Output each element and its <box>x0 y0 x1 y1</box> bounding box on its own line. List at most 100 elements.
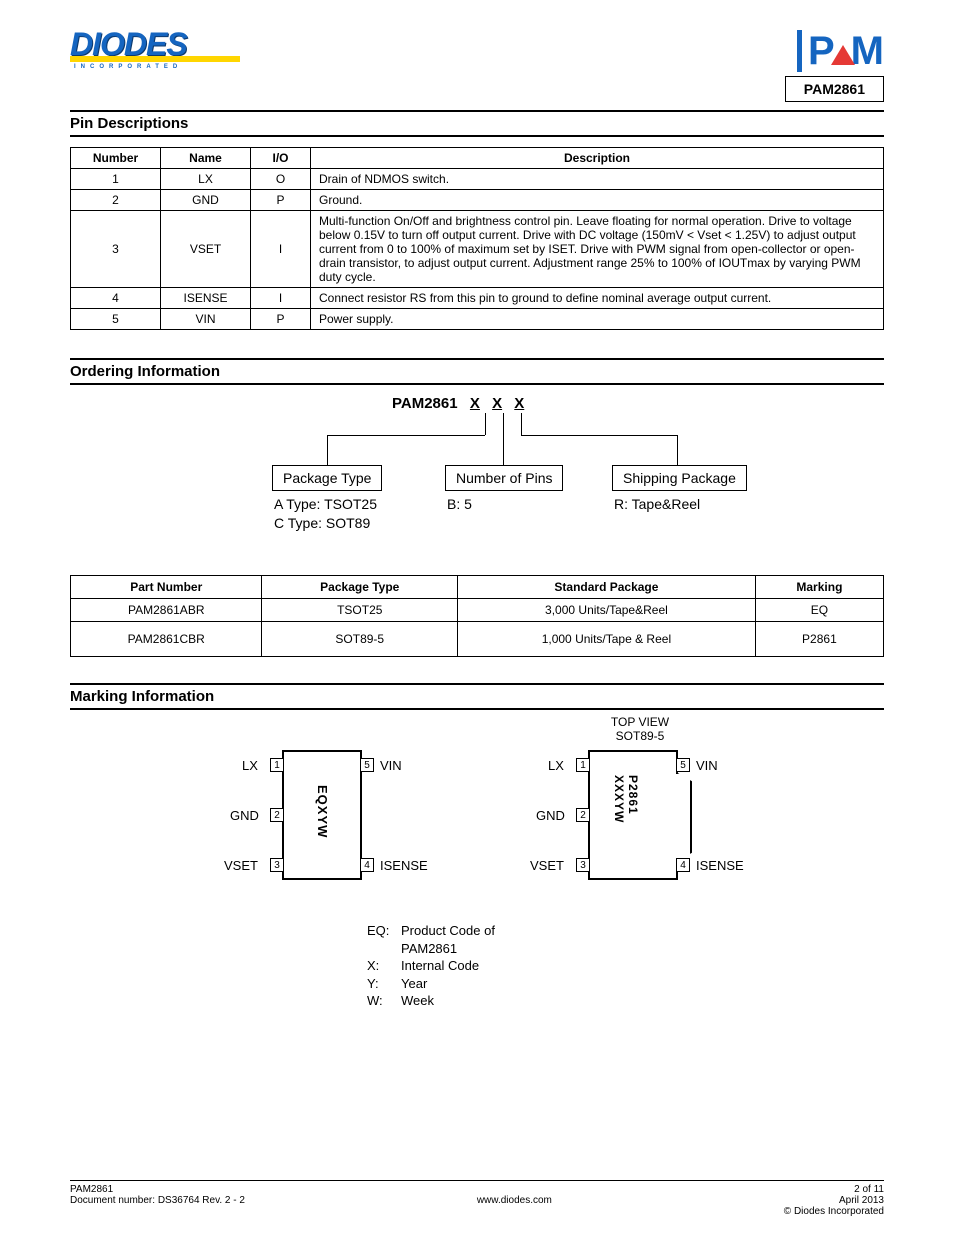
ordering-sub-line: C Type: SOT89 <box>274 514 377 533</box>
ordering-box-shipping: Shipping Package <box>612 465 747 491</box>
pin-1-box: 1 <box>576 758 590 772</box>
th-stdpkg: Standard Package <box>458 576 756 599</box>
cell: P2861 <box>755 622 883 657</box>
cell-name: VSET <box>161 211 251 288</box>
ordering-prefix: PAM2861 <box>392 395 458 412</box>
pin-2-label: GND <box>230 808 259 823</box>
cell-desc: Power supply. <box>311 309 884 330</box>
section-ordering-info: Ordering Information <box>70 358 884 385</box>
chip-marking-1: P2861 <box>626 775 640 815</box>
th-desc: Description <box>311 148 884 169</box>
header-right: P M PAM2861 <box>785 30 884 102</box>
sot89-tab <box>676 772 692 818</box>
pam-logo-bar <box>797 30 802 72</box>
ordering-x3: X <box>510 395 528 412</box>
footer-right: 2 of 11 April 2013 © Diodes Incorporated <box>784 1184 884 1217</box>
ordering-part-code: PAM2861 X X X <box>392 395 528 412</box>
diagram-line <box>327 435 485 436</box>
pin-1-label: LX <box>242 758 258 773</box>
footer-copyright: © Diodes Incorporated <box>784 1206 884 1217</box>
table-row: 1LXODrain of NDMOS switch. <box>71 169 884 190</box>
th-partnum: Part Number <box>71 576 262 599</box>
table-row: 5VINPPower supply. <box>71 309 884 330</box>
cell-io: P <box>251 190 311 211</box>
table-row: PAM2861ABR TSOT25 3,000 Units/Tape&Reel … <box>71 599 884 622</box>
diagram-line <box>503 413 504 427</box>
cell-io: I <box>251 288 311 309</box>
legend-val: Product Code of <box>401 922 495 940</box>
legend-row: Y:Year <box>367 975 587 993</box>
diagram-line <box>503 427 504 465</box>
ordering-x2: X <box>488 395 506 412</box>
diagram-line <box>521 435 677 436</box>
pam-logo-text: P M <box>808 31 884 71</box>
diagram-line <box>327 435 328 465</box>
pin-description-table: Number Name I/O Description 1LXODrain of… <box>70 147 884 330</box>
pin-2-box: 2 <box>576 808 590 822</box>
cell-io: I <box>251 211 311 288</box>
legend-key: W: <box>367 992 401 1010</box>
sot89-title: TOP VIEW SOT89-5 <box>600 716 680 744</box>
sot89-title-line: SOT89-5 <box>600 730 680 744</box>
th-number: Number <box>71 148 161 169</box>
table-row: PAM2861CBR SOT89-5 1,000 Units/Tape & Re… <box>71 622 884 657</box>
pin-5-box: 5 <box>676 758 690 772</box>
cell-name: LX <box>161 169 251 190</box>
marking-diagrams: EQXYW 1 LX 2 GND 3 VSET 5 VIN 4 ISENSE T… <box>70 720 884 910</box>
page-footer: PAM2861 Document number: DS36764 Rev. 2 … <box>70 1180 884 1217</box>
pin-5-label: VIN <box>380 758 402 773</box>
footer-page: 2 of 11 <box>784 1184 884 1195</box>
cell-desc: Connect resistor RS from this pin to gro… <box>311 288 884 309</box>
th-pkgtype: Package Type <box>262 576 458 599</box>
pam-logo-m: M <box>851 31 884 71</box>
cell: 3,000 Units/Tape&Reel <box>458 599 756 622</box>
pin-2-box: 2 <box>270 808 284 822</box>
legend-key: Y: <box>367 975 401 993</box>
table-header-row: Part Number Package Type Standard Packag… <box>71 576 884 599</box>
legend-row: PAM2861 <box>367 940 587 958</box>
tsot25-diagram: EQXYW 1 LX 2 GND 3 VSET 5 VIN 4 ISENSE <box>212 720 432 910</box>
legend-key: EQ: <box>367 922 401 940</box>
pin-4-box: 4 <box>360 858 374 872</box>
section-pin-descriptions: Pin Descriptions <box>70 110 884 137</box>
ordering-table: Part Number Package Type Standard Packag… <box>70 575 884 657</box>
cell: PAM2861ABR <box>71 599 262 622</box>
pin-4-box: 4 <box>676 858 690 872</box>
cell: PAM2861CBR <box>71 622 262 657</box>
cell: SOT89-5 <box>262 622 458 657</box>
ordering-sub-num-pins: B: 5 <box>447 495 472 514</box>
cell-io: O <box>251 169 311 190</box>
diagram-line <box>485 413 486 435</box>
part-number-box: PAM2861 <box>785 76 884 102</box>
pin-1-box: 1 <box>270 758 284 772</box>
table-row: 3VSETIMulti-function On/Off and brightne… <box>71 211 884 288</box>
cell: TSOT25 <box>262 599 458 622</box>
legend-val: Week <box>401 992 434 1010</box>
diodes-logo-underline <box>70 56 240 62</box>
sot89-diagram: TOP VIEW SOT89-5 P2861 XXXYW 1 LX 2 GND … <box>522 720 742 910</box>
legend-key <box>367 940 401 958</box>
chip-marking-2: XXXYW <box>612 775 626 823</box>
cell-desc: Drain of NDMOS switch. <box>311 169 884 190</box>
cell-desc: Ground. <box>311 190 884 211</box>
th-name: Name <box>161 148 251 169</box>
legend-row: W:Week <box>367 992 587 1010</box>
footer-mid: www.diodes.com <box>245 1184 784 1217</box>
cell-desc: Multi-function On/Off and brightness con… <box>311 211 884 288</box>
pam-logo: P M <box>797 30 884 72</box>
legend-row: X:Internal Code <box>367 957 587 975</box>
ordering-sub-package-type: A Type: TSOT25 C Type: SOT89 <box>274 495 377 533</box>
ordering-diagram: PAM2861 X X X Package Type A Type: TSOT2… <box>197 395 757 555</box>
cell-num: 3 <box>71 211 161 288</box>
cell-name: VIN <box>161 309 251 330</box>
ordering-sub-line: A Type: TSOT25 <box>274 495 377 514</box>
pin-3-box: 3 <box>270 858 284 872</box>
legend-key: X: <box>367 957 401 975</box>
ordering-sub-shipping: R: Tape&Reel <box>614 495 700 514</box>
footer-part: PAM2861 <box>70 1184 245 1195</box>
cell: EQ <box>755 599 883 622</box>
diodes-logo: DIODES INCORPORATED <box>70 30 240 70</box>
sot89-tab <box>676 816 692 862</box>
cell-num: 2 <box>71 190 161 211</box>
marking-legend: EQ:Product Code ofPAM2861X:Internal Code… <box>367 922 587 1010</box>
